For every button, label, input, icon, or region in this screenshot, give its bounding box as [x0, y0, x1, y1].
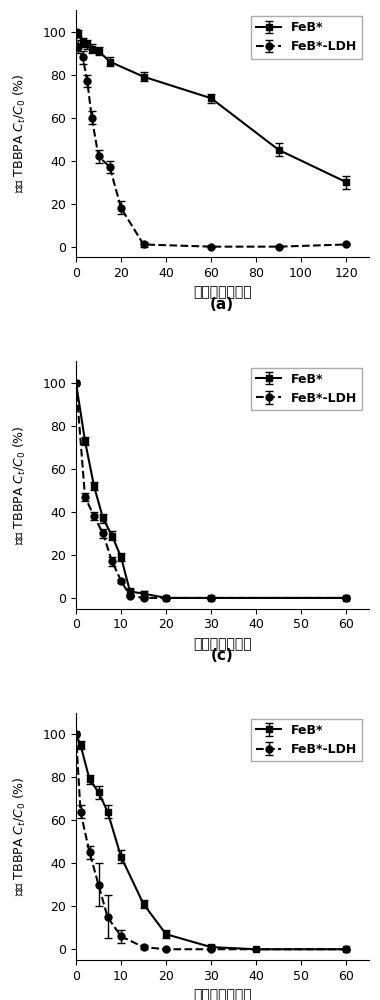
Legend: FeB*, FeB*-LDH: FeB*, FeB*-LDH: [251, 368, 363, 410]
Text: 残留 TBBPA $C_t$/$C_0$ (%): 残留 TBBPA $C_t$/$C_0$ (%): [13, 777, 28, 896]
Text: (c): (c): [211, 648, 234, 663]
X-axis label: 反应时间（秒）: 反应时间（秒）: [193, 286, 252, 300]
Text: 残留 TBBPA $C_t$/$C_0$ (%): 残留 TBBPA $C_t$/$C_0$ (%): [13, 74, 28, 193]
X-axis label: 反应时间（秒）: 反应时间（秒）: [193, 637, 252, 651]
Text: 残留 TBBPA $C_t$/$C_0$ (%): 残留 TBBPA $C_t$/$C_0$ (%): [13, 425, 28, 545]
Text: (a): (a): [210, 297, 234, 312]
Legend: FeB*, FeB*-LDH: FeB*, FeB*-LDH: [251, 16, 363, 58]
X-axis label: 反应时间（秒）: 反应时间（秒）: [193, 988, 252, 1000]
Legend: FeB*, FeB*-LDH: FeB*, FeB*-LDH: [251, 719, 363, 761]
